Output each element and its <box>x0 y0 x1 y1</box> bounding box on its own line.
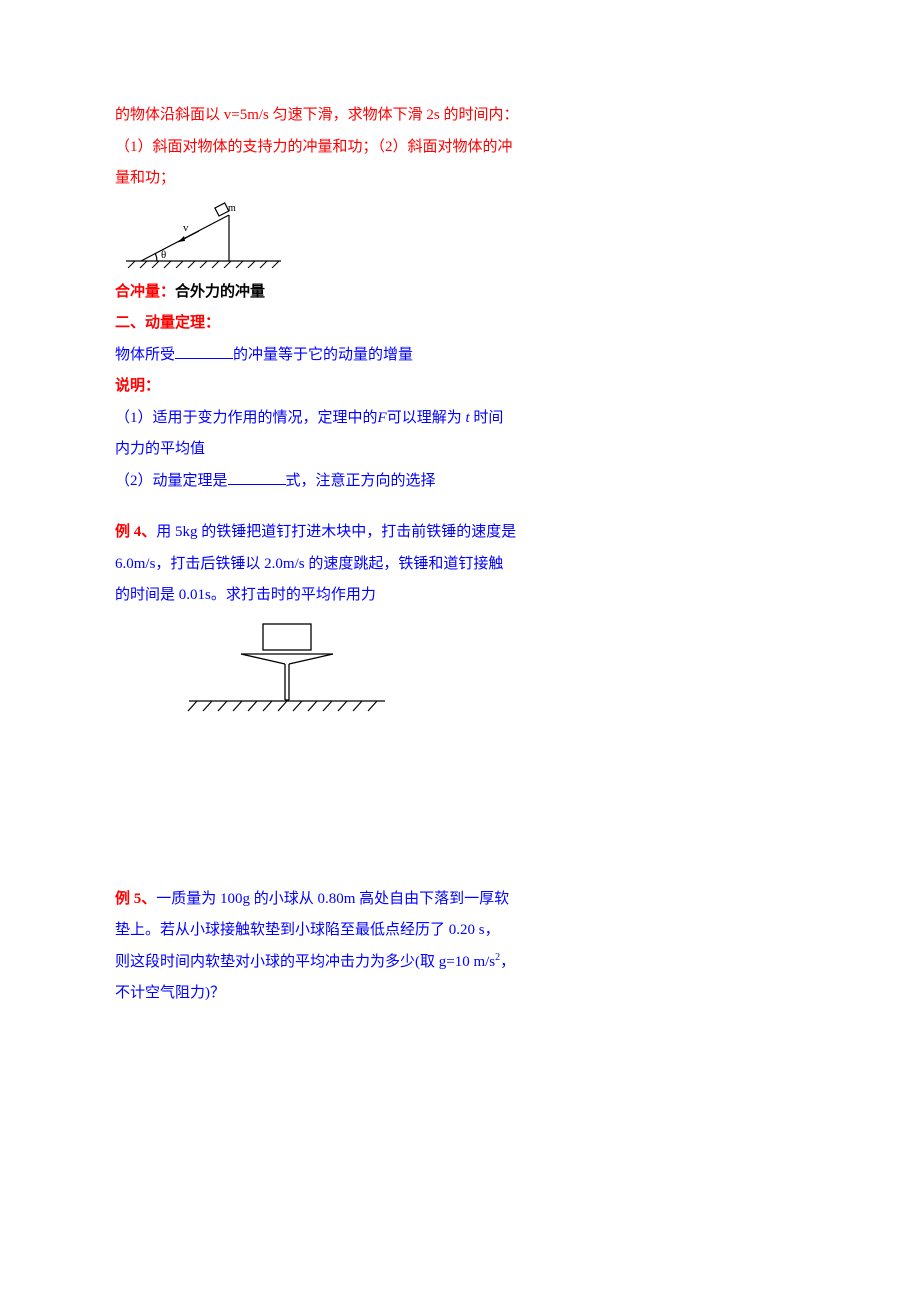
example-4-line-1: 例 4、用 5kg 的铁锤把道钉打进木块中，打击前铁锤的速度是 <box>115 517 805 549</box>
theorem-blank <box>175 343 233 359</box>
problem-line-1: 的物体沿斜面以 v=5m/s 匀速下滑，求物体下滑 2s 的时间内： <box>115 100 805 132</box>
explanation-2-line: （2）动量定理是 式，注意正方向的选择 <box>115 466 805 498</box>
theorem-suffix: 的冲量等于它的动量的增量 <box>233 347 413 363</box>
exp1-F: F <box>378 410 387 426</box>
exp2-blank <box>228 469 286 485</box>
problem-line-2: （1）斜面对物体的支持力的冲量和功；（2）斜面对物体的冲 <box>115 132 805 164</box>
spacer-1 <box>115 497 805 517</box>
exp1-prefix: （1）适用于变力作用的情况，定理中的 <box>115 410 378 426</box>
exp1-suffix: 时间 <box>473 410 503 426</box>
combined-impulse-body: 合外力的冲量 <box>175 284 265 300</box>
spacer-2 <box>115 724 805 884</box>
example-5-line-2: 垫上。若从小球接触软垫到小球陷至最低点经历了 0.20 s， <box>115 915 805 947</box>
section-2-title: 二、动量定理： <box>115 308 805 340</box>
combined-impulse-prefix: 合冲量： <box>115 284 175 300</box>
exp1-t: t <box>462 410 474 426</box>
label-theta: θ <box>161 249 166 261</box>
ex4-l1: 用 5kg 的铁锤把道钉打进木块中，打击前铁锤的速度是 <box>156 524 516 540</box>
example-5-line-1: 例 5、一质量为 100g 的小球从 0.80m 高处自由下落到一厚软 <box>115 884 805 916</box>
hammer-nail-figure <box>185 618 805 718</box>
label-v: v <box>183 222 189 234</box>
example-4-line-3: 的时间是 0.01s。求打击时的平均作用力 <box>115 580 805 612</box>
label-m: m <box>228 203 236 214</box>
page: 的物体沿斜面以 v=5m/s 匀速下滑，求物体下滑 2s 的时间内： （1）斜面… <box>0 0 920 1302</box>
example-5-label: 例 5、 <box>115 891 156 907</box>
hammer-nail-svg <box>185 618 390 718</box>
exp1-mid: 可以理解为 <box>387 410 462 426</box>
example-5-line-3: 则这段时间内软垫对小球的平均冲击力为多少(取 g=10 m/s2， <box>115 947 805 979</box>
explanation-title: 说明： <box>115 371 805 403</box>
inclined-plane-figure: v θ m <box>121 201 805 271</box>
theorem-prefix: 物体所受 <box>115 347 175 363</box>
exp2-prefix: （2）动量定理是 <box>115 473 228 489</box>
problem-line-3: 量和功； <box>115 163 805 195</box>
exp2-suffix: 式，注意正方向的选择 <box>286 473 436 489</box>
explanation-1-line-1: （1）适用于变力作用的情况，定理中的F可以理解为 t 时间 <box>115 403 805 435</box>
example-4-line-2: 6.0m/s，打击后铁锤以 2.0m/s 的速度跳起，铁锤和道钉接触 <box>115 549 805 581</box>
combined-impulse-line: 合冲量：合外力的冲量 <box>115 277 805 309</box>
inclined-plane-svg: v θ m <box>121 201 286 271</box>
example-5-line-4: 不计空气阻力)？ <box>115 978 805 1010</box>
ex5-l1: 一质量为 100g 的小球从 0.80m 高处自由下落到一厚软 <box>156 891 509 907</box>
ex5-l3-post: ， <box>500 954 515 970</box>
momentum-theorem-line: 物体所受 的冲量等于它的动量的增量 <box>115 340 805 372</box>
explanation-1-line-2: 内力的平均值 <box>115 434 805 466</box>
ex5-l3-pre: 则这段时间内软垫对小球的平均冲击力为多少(取 g=10 m/s <box>115 954 495 970</box>
example-4-label: 例 4、 <box>115 524 156 540</box>
